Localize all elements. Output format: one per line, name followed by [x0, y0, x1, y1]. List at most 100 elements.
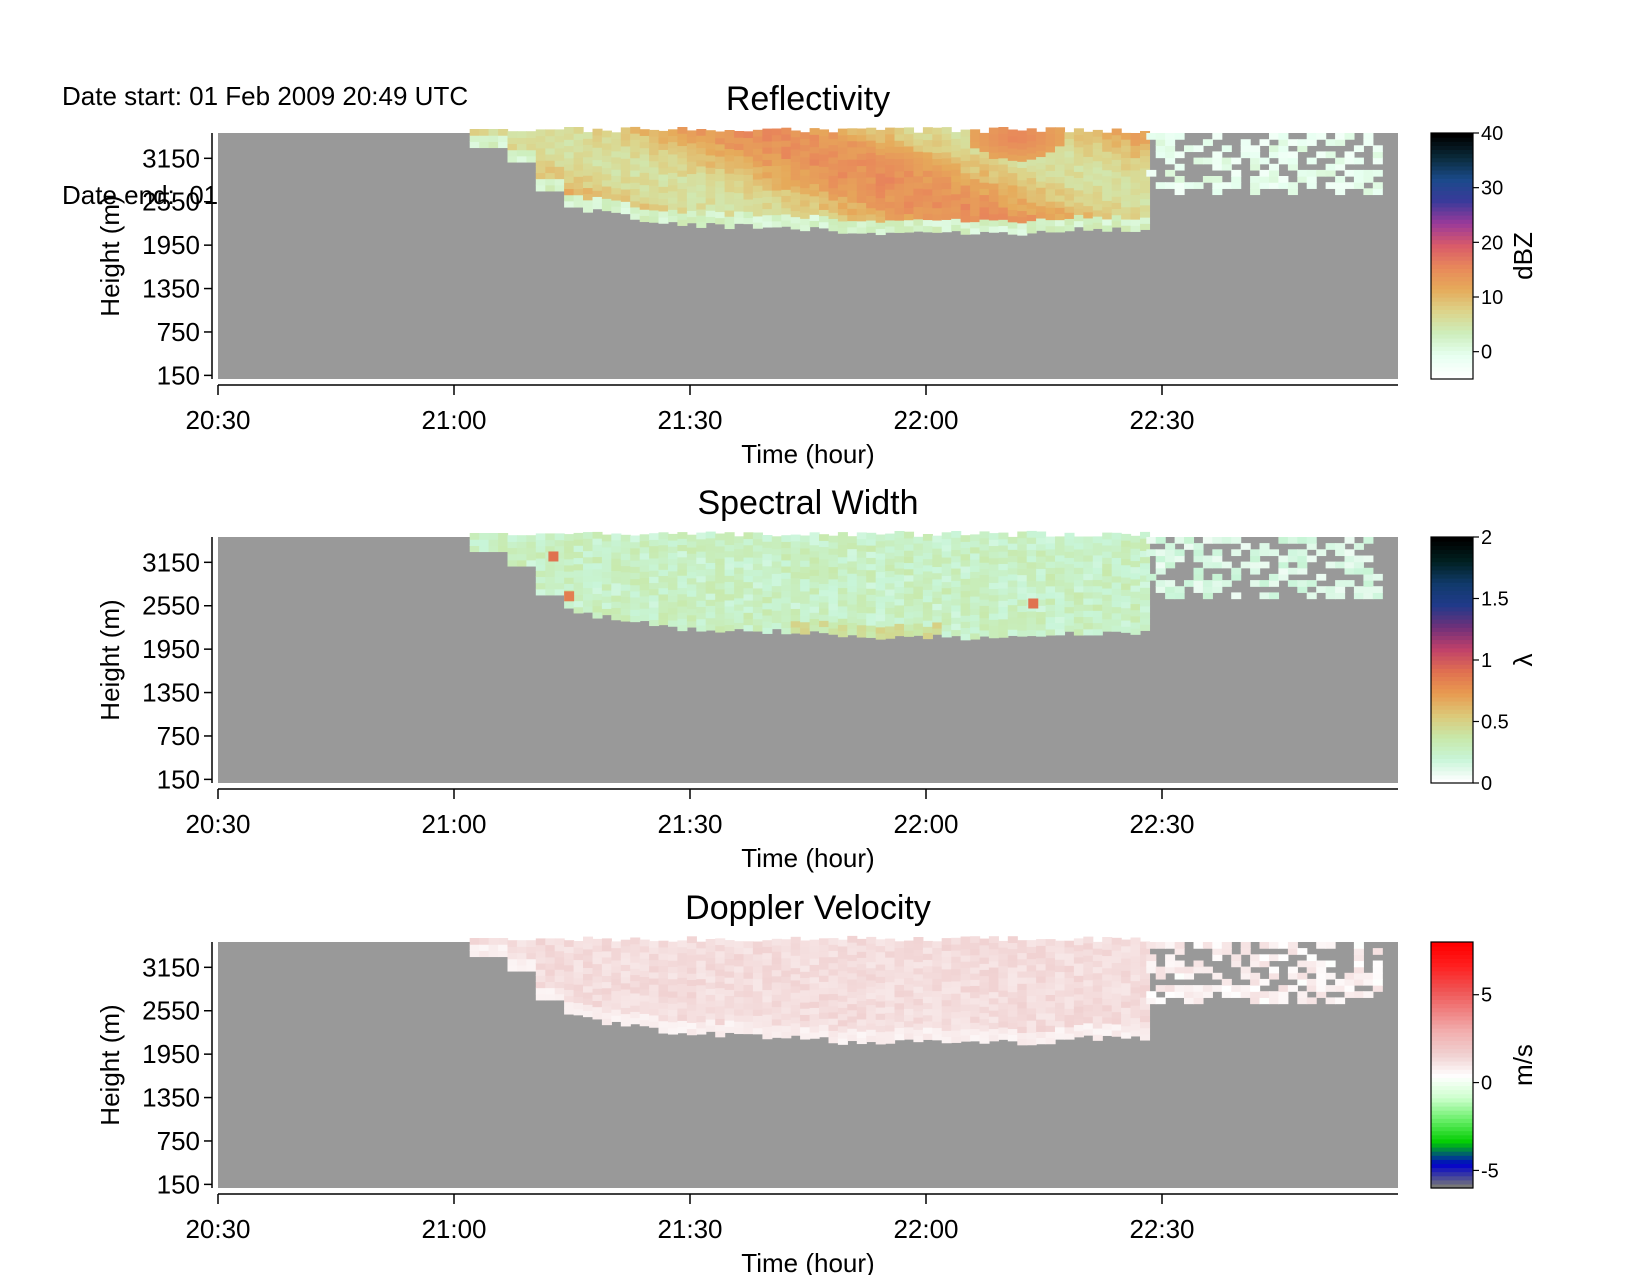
echo-cell	[970, 620, 981, 628]
echo-cell	[800, 940, 811, 948]
echo-cell	[904, 1026, 915, 1034]
echo-cell	[913, 224, 924, 232]
echo-cell	[828, 150, 839, 158]
echo-cell	[1064, 187, 1075, 195]
echo-cell	[1073, 987, 1084, 995]
echo-cell	[837, 227, 848, 234]
sparse-echo-cell	[1269, 997, 1280, 1005]
echo-cell	[686, 608, 697, 616]
echo-cell	[620, 553, 631, 561]
echo-cell	[1026, 530, 1037, 538]
sparse-echo-cell	[1174, 549, 1185, 557]
echo-cell	[620, 945, 631, 953]
echo-cell	[809, 600, 820, 607]
echo-cell	[620, 614, 631, 622]
echo-cell	[960, 615, 971, 622]
echo-cell	[705, 531, 716, 539]
echo-cell	[819, 969, 830, 976]
echo-cell	[696, 606, 707, 614]
echo-cell	[922, 127, 933, 134]
echo-cell	[752, 569, 763, 577]
echo-cell	[1073, 1006, 1084, 1013]
echo-cell	[762, 171, 773, 179]
sparse-echo-cell	[1202, 157, 1213, 165]
sparse-echo-cell	[1221, 948, 1232, 955]
echo-cell	[1130, 955, 1141, 963]
echo-cell	[1092, 173, 1103, 180]
echo-cell	[1007, 184, 1018, 192]
sparse-echo-cell	[1306, 169, 1317, 177]
echo-cell	[1055, 628, 1066, 636]
echo-cell	[1102, 980, 1113, 987]
echo-cell	[941, 944, 952, 951]
echo-cell	[554, 938, 565, 946]
echo-cell	[847, 548, 858, 556]
echo-cell	[639, 976, 650, 984]
echo-cell	[686, 1028, 697, 1036]
colorbar-step	[1431, 610, 1473, 616]
echo-cell	[894, 1021, 905, 1028]
echo-cell	[677, 538, 688, 546]
echo-cell	[1102, 175, 1113, 183]
echo-cell	[573, 953, 584, 961]
echo-cell	[1083, 181, 1094, 188]
echo-cell	[611, 1002, 622, 1010]
echo-cell	[970, 203, 981, 210]
echo-cell	[639, 166, 650, 173]
echo-cell	[837, 624, 848, 632]
colorbar-step	[1431, 565, 1473, 571]
echo-cell	[658, 550, 669, 558]
echo-cell	[1064, 218, 1075, 226]
echo-cell	[809, 208, 820, 215]
colorbar-step	[1431, 705, 1473, 710]
echo-cell	[1007, 942, 1018, 950]
colorbar-step	[1431, 1159, 1473, 1164]
echo-cell	[696, 941, 707, 949]
echo-cell	[771, 988, 782, 995]
echo-cell	[913, 973, 924, 981]
echo-cell	[677, 1026, 688, 1034]
sparse-echo-cell	[1155, 151, 1166, 159]
echo-cell	[856, 147, 867, 154]
echo-cell	[1111, 980, 1122, 988]
echo-cell	[1045, 976, 1056, 983]
echo-cell	[1083, 144, 1094, 151]
echo-cell	[630, 194, 641, 202]
echo-cell	[979, 212, 990, 220]
sparse-echo-cell	[1250, 985, 1261, 992]
echo-cell	[1140, 587, 1151, 595]
sparse-echo-cell	[1353, 555, 1364, 563]
echo-cell	[677, 618, 688, 625]
echo-cell	[554, 539, 565, 547]
echo-cell	[696, 947, 707, 955]
colorbar-step	[1431, 561, 1473, 567]
colorbar-step	[1431, 1085, 1473, 1091]
echo-cell	[781, 1019, 792, 1027]
echo-cell	[705, 562, 716, 570]
echo-cell	[601, 975, 612, 983]
echo-cell	[941, 127, 952, 134]
echo-cell	[752, 1027, 763, 1035]
x-tick-label: 22:30	[1129, 405, 1194, 435]
echo-cell	[1121, 540, 1132, 547]
colorbar-step	[1431, 672, 1473, 677]
echo-cell	[668, 552, 679, 560]
echo-cell	[1140, 996, 1151, 1004]
echo-cell	[658, 977, 669, 985]
sparse-echo-cell	[1259, 991, 1270, 998]
echo-cell	[564, 534, 575, 541]
echo-cell	[1102, 212, 1113, 220]
y-tick-label: 750	[157, 721, 200, 751]
echo-cell	[922, 170, 933, 177]
echo-cell	[979, 219, 990, 226]
sparse-echo-cell	[1306, 978, 1317, 986]
echo-cell	[1017, 989, 1028, 997]
echo-cell	[960, 621, 971, 629]
echo-cell	[932, 597, 943, 604]
echo-cell	[535, 963, 546, 970]
echo-cell	[1083, 985, 1094, 993]
echo-cell	[1121, 1007, 1132, 1015]
echo-cell	[885, 1006, 896, 1013]
echo-cell	[960, 578, 971, 585]
sparse-echo-cell	[1212, 555, 1223, 563]
